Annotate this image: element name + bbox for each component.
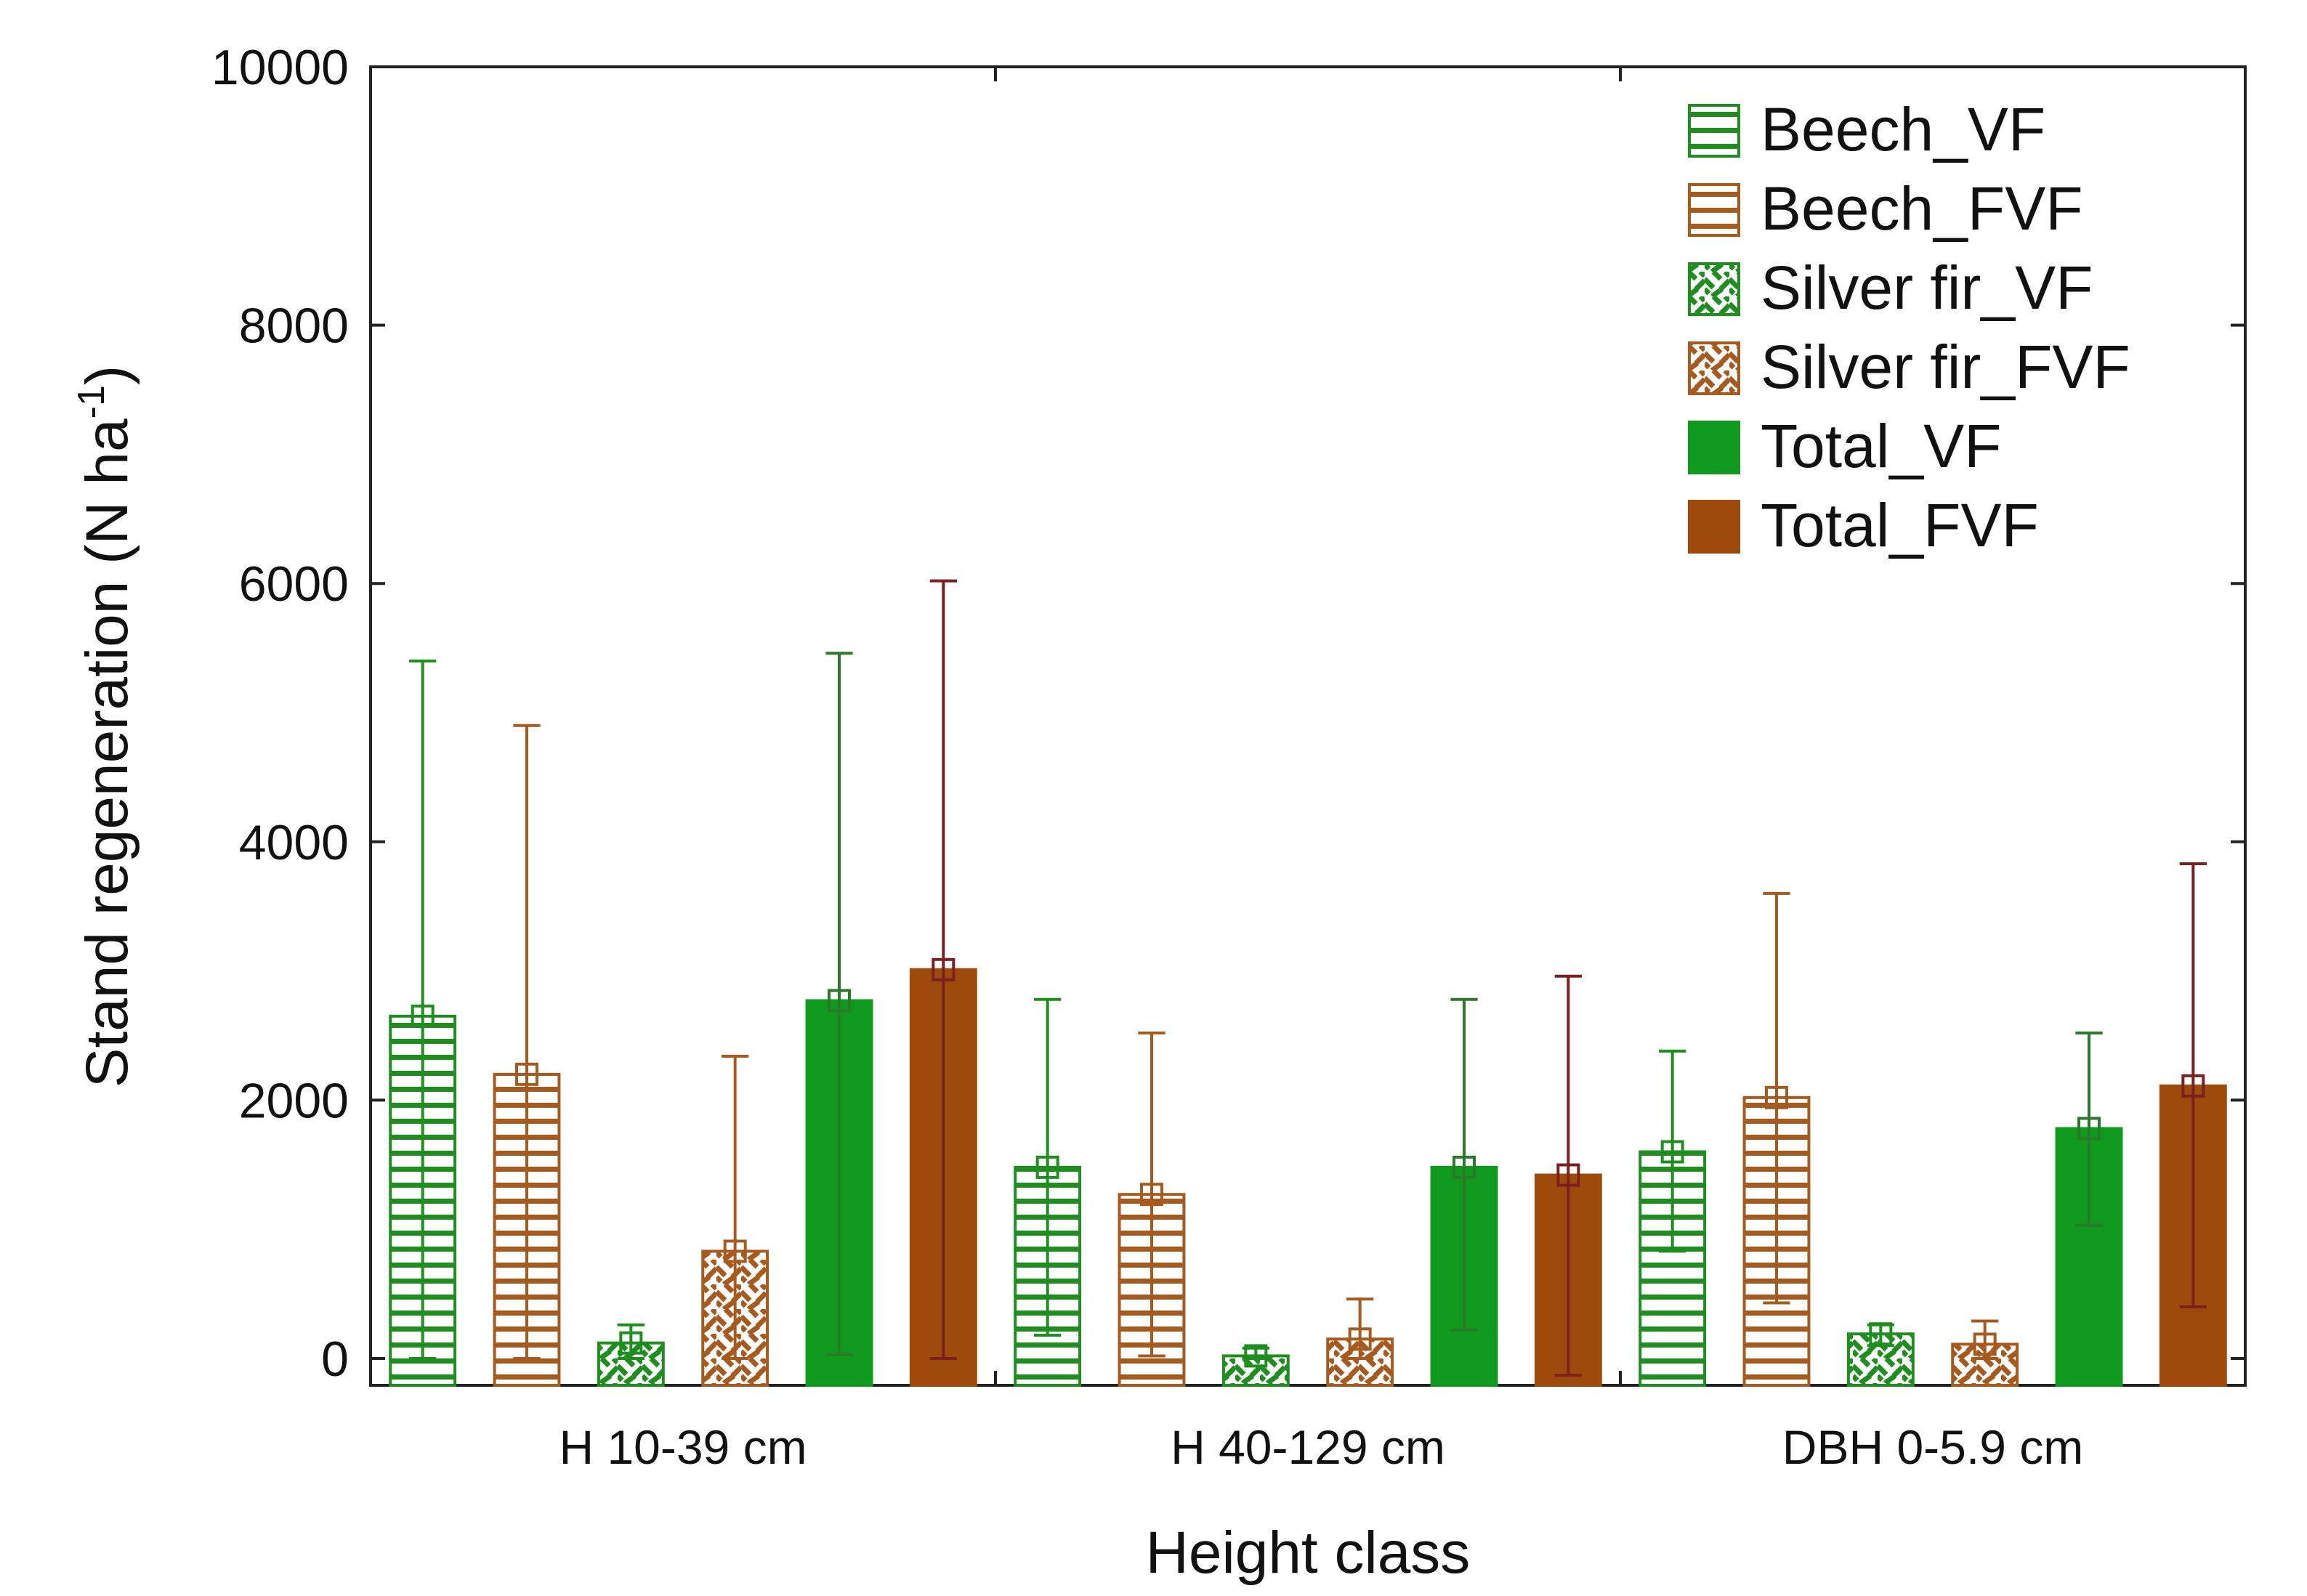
x-category-label: H 10-39 cm bbox=[559, 1420, 807, 1474]
mean-marker bbox=[1765, 1085, 1788, 1109]
x-category-label: H 40-129 cm bbox=[1171, 1420, 1445, 1474]
mean-marker bbox=[1244, 1344, 1268, 1368]
legend-label: Total_FVF bbox=[1761, 491, 2039, 559]
plot-frame bbox=[369, 65, 2247, 1387]
x-category-label: DBH 0-5.9 cm bbox=[1782, 1420, 2083, 1474]
mean-marker bbox=[619, 1331, 643, 1355]
y-tick-label: 8000 bbox=[239, 299, 349, 354]
legend-label: Total_VF bbox=[1761, 412, 2002, 480]
legend-label: Silver fir_FVF bbox=[1761, 333, 2130, 401]
mean-marker bbox=[1035, 1155, 1059, 1179]
legend-swatch bbox=[1688, 341, 1740, 395]
mean-marker bbox=[2181, 1074, 2205, 1098]
mean-marker bbox=[1140, 1183, 1163, 1207]
bar bbox=[1221, 1354, 1290, 1387]
legend-swatch bbox=[1688, 421, 1740, 474]
mean-marker bbox=[932, 957, 955, 981]
y-tick-label: 10000 bbox=[211, 40, 349, 95]
bar bbox=[1846, 1332, 1915, 1388]
bars bbox=[389, 968, 2227, 1388]
x-axis-title: Height class bbox=[1146, 1520, 1471, 1586]
mean-marker bbox=[723, 1239, 747, 1263]
mean-marker bbox=[1869, 1322, 1893, 1346]
y-tick-label: 0 bbox=[321, 1332, 349, 1387]
legend: Beech_VF Beech_FVF Silver fir_VF Silver fir… bbox=[1688, 95, 2130, 559]
legend-swatch bbox=[1688, 262, 1740, 316]
mean-marker bbox=[2077, 1117, 2101, 1141]
mean-marker bbox=[1348, 1327, 1372, 1351]
y-tick-label: 2000 bbox=[239, 1073, 349, 1128]
error-bars bbox=[409, 579, 2207, 1377]
mean-marker bbox=[1973, 1332, 1997, 1356]
mean-marker bbox=[515, 1062, 538, 1086]
legend-swatch bbox=[1688, 500, 1740, 554]
legend-swatch bbox=[1688, 183, 1740, 237]
legend-swatch bbox=[1688, 104, 1740, 158]
x-axis-ticks: H 10-39 cm H 40-129 cm DBH 0-5.9 cm bbox=[559, 67, 2083, 1474]
y-tick-label: 6000 bbox=[239, 556, 349, 612]
mean-marker bbox=[1453, 1155, 1476, 1179]
y-axis-title: Stand regeneration (N ha-1) bbox=[70, 365, 140, 1087]
mean-marker bbox=[411, 1004, 435, 1028]
mean-marker bbox=[828, 989, 851, 1013]
y-axis-title-superscript: -1 bbox=[70, 385, 113, 418]
legend-label: Silver fir_VF bbox=[1761, 254, 2093, 322]
y-tick-label: 4000 bbox=[239, 815, 349, 870]
mean-marker bbox=[1556, 1163, 1580, 1187]
y-axis-ticks: 0 2000 4000 6000 8000 10000 bbox=[211, 40, 2245, 1387]
mean-marker bbox=[1660, 1140, 1684, 1164]
legend-label: Beech_VF bbox=[1761, 95, 2045, 163]
legend-label: Beech_FVF bbox=[1761, 174, 2083, 243]
